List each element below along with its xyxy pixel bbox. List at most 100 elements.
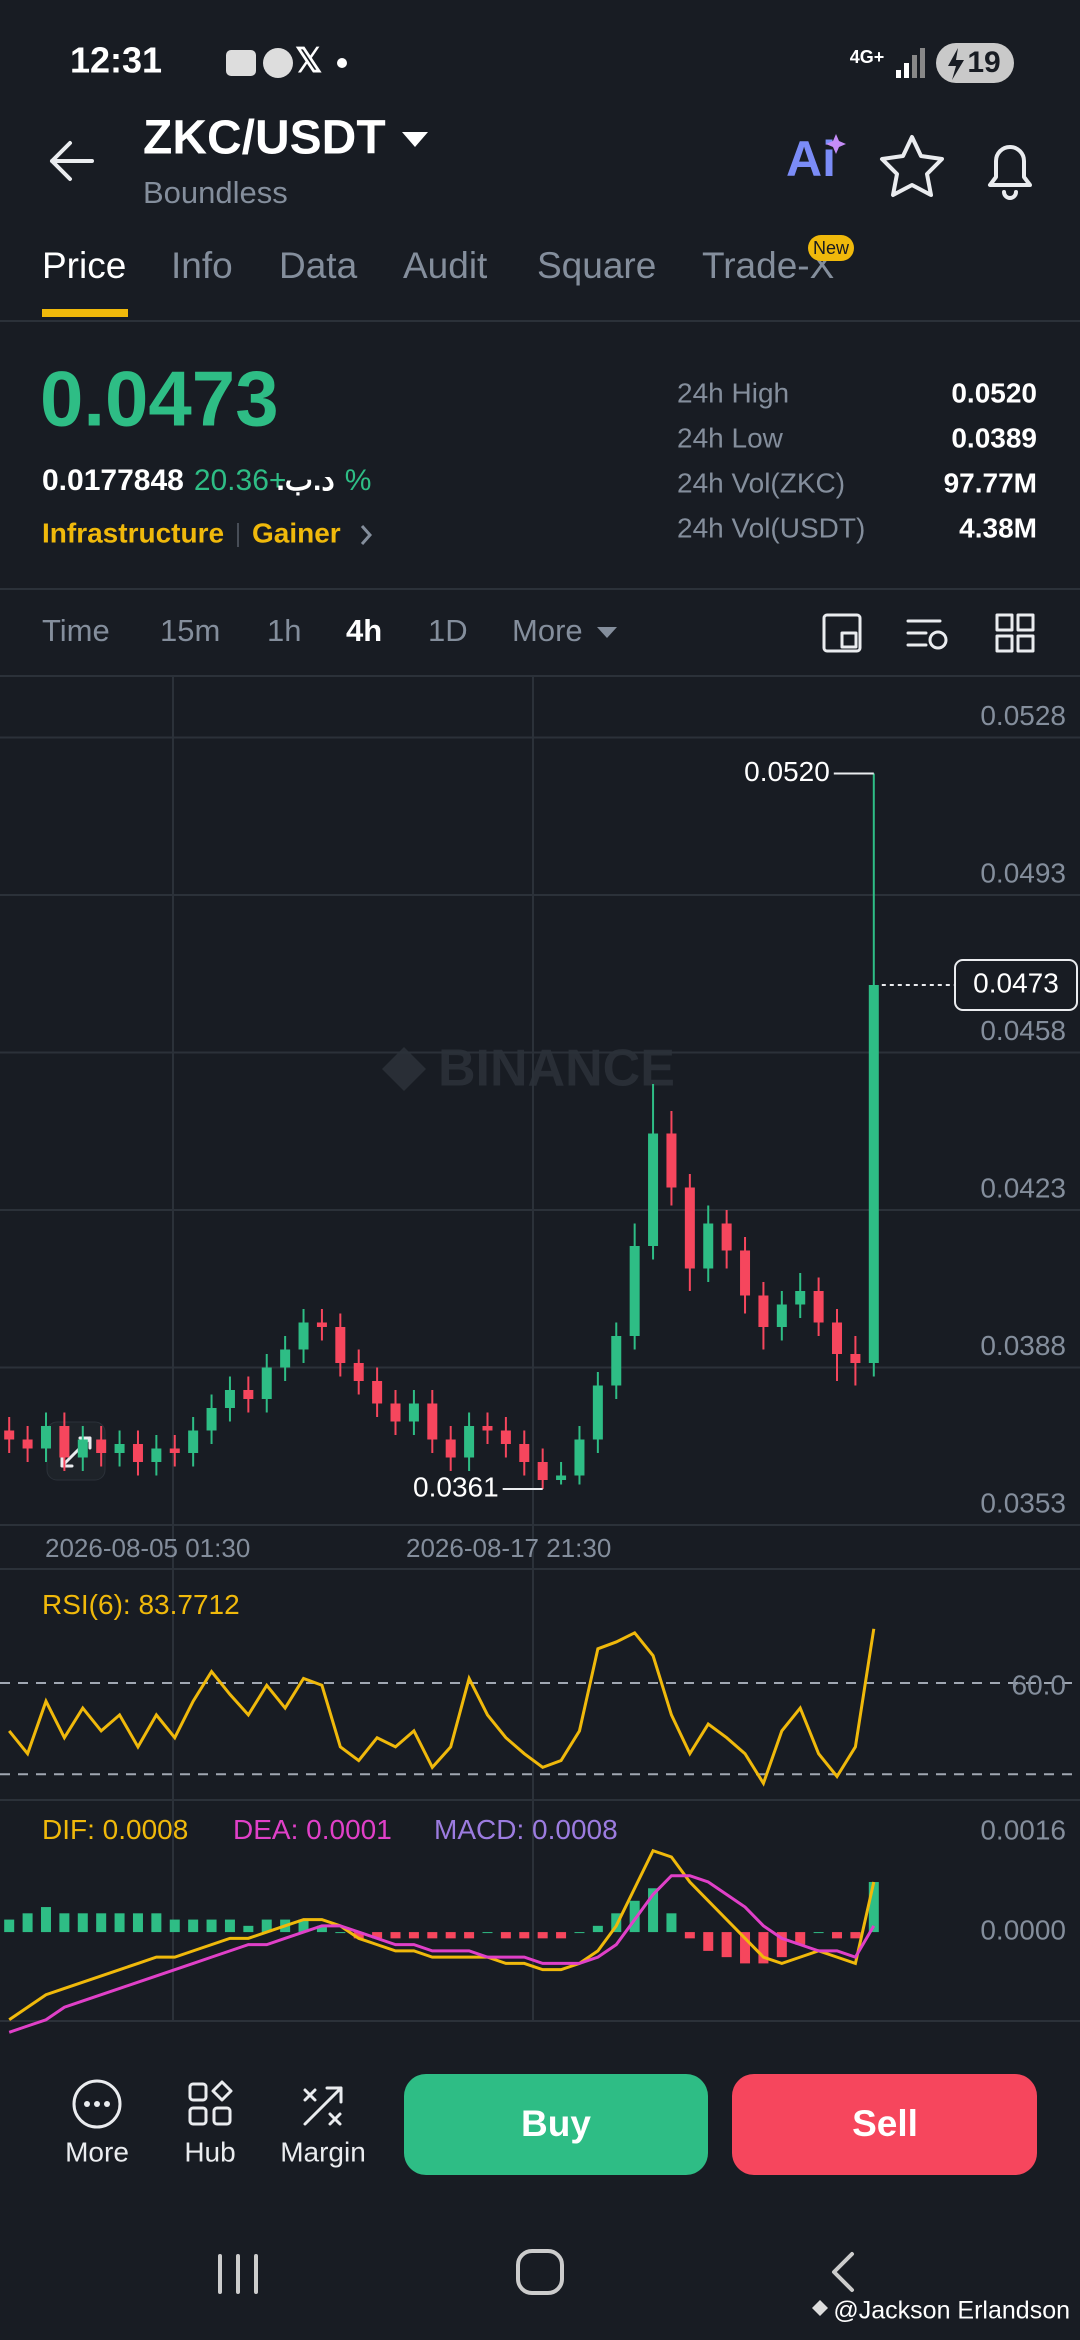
current-price-tag [954, 959, 1078, 1011]
tab[interactable]: Info [171, 245, 233, 286]
stat-label: 24h High [677, 377, 789, 408]
tag[interactable]: Gainer [252, 517, 341, 548]
macd-bar [206, 1919, 217, 1933]
stat-label: 24h Vol(ZKC) [677, 467, 845, 498]
interval[interactable]: 15m [160, 613, 220, 648]
interval[interactable]: 1h [267, 613, 301, 648]
macd-bar [537, 1932, 548, 1939]
chart-tools[interactable] [822, 613, 1035, 653]
macd-bar [335, 1932, 346, 1934]
macd-legend: DIF: 0.0008 [42, 1814, 188, 1845]
last-price: 0.0473 [40, 355, 279, 443]
macd-bar [114, 1913, 125, 1933]
sell-button[interactable] [732, 2074, 1037, 2175]
action-label[interactable]: Margin [280, 2136, 366, 2167]
nav-bar[interactable] [218, 2249, 854, 2295]
interval-active[interactable]: 4h [346, 613, 382, 648]
status-time: 12:31 [70, 40, 162, 81]
dif-name: DIF: [42, 1814, 95, 1845]
charging-icon [948, 48, 964, 80]
favorite-button[interactable] [880, 135, 944, 197]
candle-body [648, 1133, 659, 1246]
macd-bar [298, 1919, 309, 1933]
tab[interactable]: Price [42, 245, 126, 286]
macd-bar [868, 1882, 879, 1933]
watermark-logo [812, 2300, 828, 2316]
back-button[interactable] [50, 141, 94, 181]
interval[interactable]: 1D [428, 613, 468, 648]
tab[interactable]: Square [537, 245, 656, 286]
action-label[interactable]: Hub [184, 2136, 235, 2167]
buy-label[interactable]: Buy [521, 2103, 591, 2144]
macd-bar [132, 1913, 143, 1933]
macd-legend: DEA: 0.0001 [233, 1814, 392, 1845]
rsi-value: 83.7712 [138, 1589, 239, 1620]
candle-body [592, 1385, 603, 1440]
candle-body [4, 1430, 15, 1440]
notification-button[interactable] [988, 145, 1032, 200]
pair-title[interactable]: ZKC/USDT [143, 112, 386, 165]
watermark-text: BINANCE [438, 1040, 675, 1098]
macd-bar [740, 1932, 751, 1964]
pair-dropdown[interactable] [402, 132, 428, 147]
candle-body [537, 1462, 548, 1480]
candle-body [464, 1426, 475, 1458]
macd-line [8, 1848, 876, 2021]
candle-body [224, 1390, 235, 1408]
candle-body [574, 1439, 585, 1476]
candle-body [22, 1439, 33, 1449]
candle-body [169, 1448, 180, 1453]
macd-bar [703, 1932, 714, 1951]
candle-body [114, 1444, 125, 1453]
candle-body [776, 1304, 787, 1327]
high-label: 0.0520 [744, 756, 830, 787]
current-price-label: 0.0473 [973, 967, 1059, 998]
macd-bar [813, 1932, 824, 1934]
y-tick-label: 0.0353 [980, 1487, 1066, 1518]
plot: 0.0528 0.0493 0.0458 0.0423 0.0388 0.0353 0.05… [0, 700, 1080, 2034]
macd-bar [96, 1913, 107, 1933]
stat-value: 97.77M [944, 467, 1037, 498]
action-label[interactable]: More [65, 2136, 129, 2167]
macd-bar [261, 1919, 272, 1933]
rsi-name: RSI(6): [42, 1589, 131, 1620]
sell-label[interactable]: Sell [852, 2103, 918, 2144]
more-dropdown[interactable] [597, 627, 617, 638]
candle-body [666, 1133, 677, 1188]
tag-chevron [360, 525, 373, 545]
candle-body [353, 1363, 364, 1381]
more-action[interactable]: More [65, 2079, 129, 2167]
candle-body [482, 1426, 493, 1431]
stats: 24h High 0.0520 24h Low 0.0389 24h Vol(Z… [677, 377, 1037, 543]
candle-body [261, 1367, 272, 1399]
margin-action[interactable]: Margin [280, 2086, 366, 2167]
ai-button[interactable]: Ai [786, 131, 846, 187]
buy-button[interactable] [404, 2074, 708, 2175]
rsi-line [8, 1628, 876, 1787]
y-tick-label: 0.0493 [980, 857, 1066, 888]
macd-bar [721, 1932, 732, 1958]
tag[interactable]: Infrastructure [42, 517, 224, 548]
macd-bar [832, 1932, 843, 1939]
candle-body [721, 1223, 732, 1251]
candle-body [280, 1349, 291, 1368]
candle-body [316, 1322, 327, 1327]
macd-bar [445, 1932, 456, 1939]
candle-body [703, 1223, 714, 1269]
candle-body [132, 1444, 143, 1462]
status-icons: 𝕏 [226, 42, 347, 80]
tab[interactable]: Data [279, 245, 358, 286]
macd-bar [22, 1913, 33, 1933]
interval[interactable]: Time [42, 613, 110, 648]
dea-name: DEA: [233, 1814, 298, 1845]
macd-bar [316, 1925, 327, 1933]
tab[interactable]: Audit [403, 245, 488, 286]
stat-label: 24h Low [677, 422, 784, 453]
macd-bar [519, 1932, 530, 1939]
macd-bar [758, 1932, 769, 1964]
hub-action[interactable]: Hub [184, 2080, 236, 2167]
macd-bar [464, 1932, 475, 1939]
macd-tick-label: 0.0016 [980, 1814, 1066, 1845]
interval[interactable]: More [512, 613, 583, 648]
